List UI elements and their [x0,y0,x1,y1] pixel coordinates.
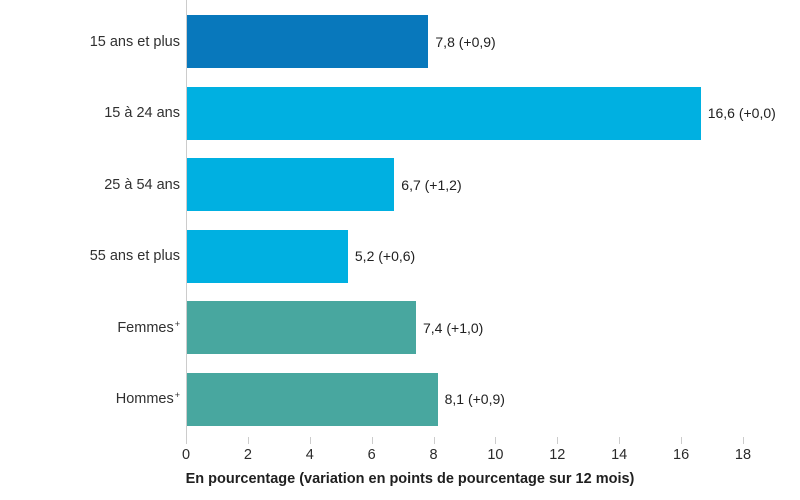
x-tick-mark [247,437,249,444]
bar-zone: 16,6 (+0,0) [187,86,800,140]
x-tick-label: 8 [429,447,438,463]
category-label: 15 ans et plus [0,34,180,50]
y-axis-line [186,0,187,444]
x-tick-mark [371,437,373,444]
bar-zone: 8,1 (+0,9) [187,372,800,426]
category-label: 55 ans et plus [0,248,180,264]
category-label-text: 15 ans et plus [89,33,180,50]
chart-row: 25 à 54 ans 6,7 (+1,2) [0,149,800,221]
category-label: 25 à 54 ans [0,177,180,193]
bar-value-label: 5,2 (+0,6) [354,248,416,265]
x-tick-label: 12 [549,447,566,463]
bar-zone: 6,7 (+1,2) [187,158,800,212]
bar [187,372,438,426]
chart-row: 15 à 24 ans 16,6 (+0,0) [0,78,800,150]
category-label-text: 55 ans et plus [89,248,180,265]
x-tick-mark [433,437,435,444]
bar-value-label: 16,6 (+0,0) [707,105,776,122]
category-label-text: Femmes [117,319,174,336]
x-tick-label: 18 [734,447,752,463]
bar [187,301,416,355]
bar [187,86,701,140]
x-tick-label: 0 [181,447,191,463]
x-tick-mark [681,437,683,444]
category-label-text: 15 à 24 ans [104,105,180,122]
category-label: Femmes+ [0,318,180,336]
bars-area: 15 ans et plus 7,8 (+0,9) 15 à 24 ans 16,6 … [0,6,800,435]
category-label-superscript: + [174,318,180,329]
bar-value-label: 8,1 (+0,9) [444,391,505,408]
chart-row: Femmes+ 7,4 (+1,0) [0,292,800,364]
x-tick-label: 6 [367,447,376,463]
x-tick-mark [186,437,187,444]
bar-value-label: 7,8 (+0,9) [435,33,496,50]
category-label-text: 25 à 54 ans [104,176,180,193]
x-tick-label: 16 [673,447,690,463]
category-label-text: Hommes [115,391,174,408]
chart-row: 15 ans et plus 7,8 (+0,9) [0,6,800,78]
bar [187,229,348,283]
bar [187,15,429,69]
bar [187,158,395,212]
bar-zone: 5,2 (+0,6) [187,229,800,283]
bar-value-label: 7,4 (+1,0) [423,319,484,336]
bar-zone: 7,4 (+1,0) [187,301,800,355]
x-tick-label: 10 [487,447,504,463]
x-tick-mark [619,437,621,444]
bar-value-label: 6,7 (+1,2) [401,176,462,193]
chart-row: 55 ans et plus 5,2 (+0,6) [0,221,800,293]
category-label: Hommes+ [0,390,180,408]
x-tick-mark [309,437,311,444]
x-axis-label: En pourcentage (variation en points de p… [185,471,635,487]
x-tick-mark [743,437,744,444]
chart-row: Hommes+ 8,1 (+0,9) [0,364,800,436]
x-tick-label: 14 [611,447,628,463]
x-tick-mark [557,437,559,444]
bar-zone: 7,8 (+0,9) [187,15,800,69]
x-tick-label: 2 [243,447,252,463]
x-tick-label: 4 [305,447,314,463]
category-label: 15 à 24 ans [0,105,180,121]
category-label-superscript: + [174,390,180,401]
x-tick-mark [495,437,497,444]
